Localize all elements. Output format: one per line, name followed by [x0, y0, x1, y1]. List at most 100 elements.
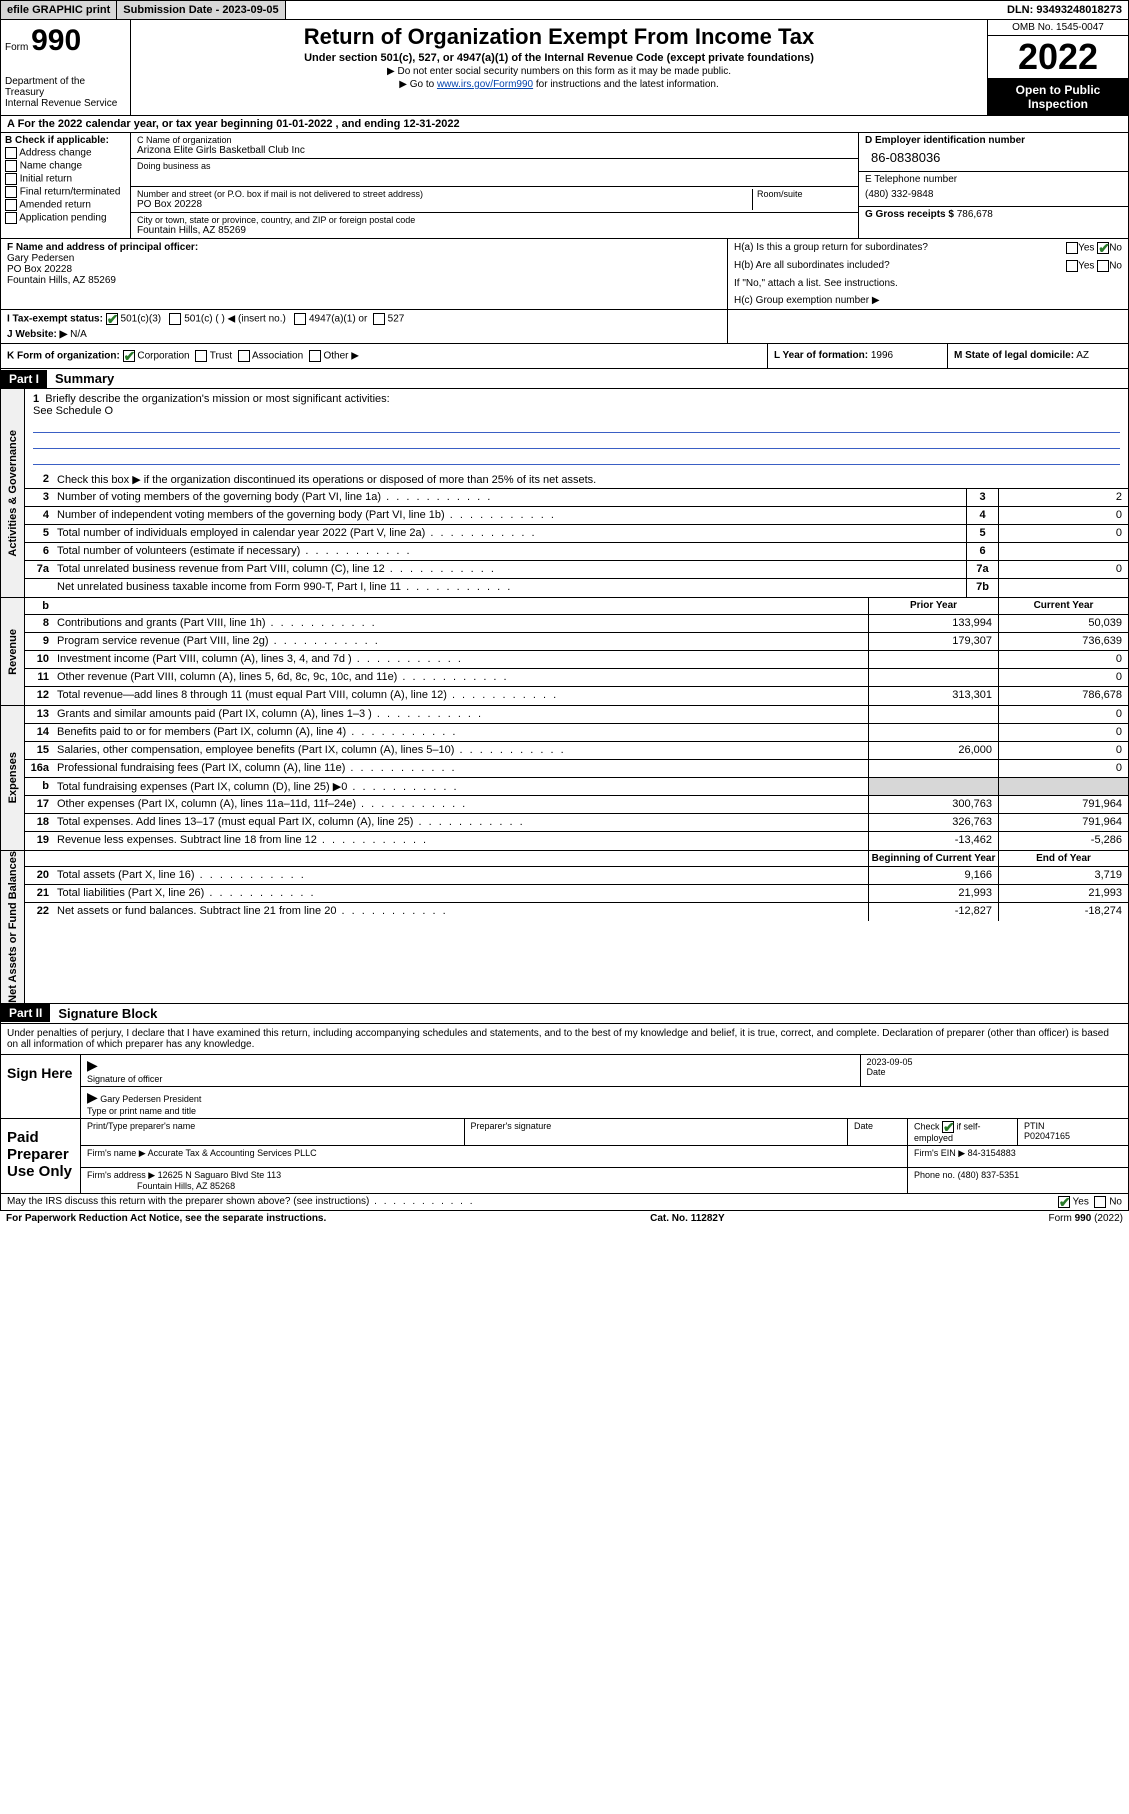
footer-row: For Paperwork Reduction Act Notice, see …	[0, 1211, 1129, 1226]
line5: Total number of individuals employed in …	[53, 525, 966, 542]
Ha-no[interactable]	[1097, 242, 1109, 254]
Ha-yes[interactable]	[1066, 242, 1078, 254]
firm-ein-label: Firm's EIN ▶	[914, 1148, 965, 1158]
org-name-label: C Name of organization	[137, 135, 852, 145]
goto-pre: ▶ Go to	[399, 79, 437, 90]
table-row: 9Program service revenue (Part VIII, lin…	[25, 633, 1128, 651]
discuss-no[interactable]	[1094, 1196, 1106, 1208]
tab-governance: Activities & Governance	[1, 389, 25, 597]
line6-val	[998, 543, 1128, 560]
line2: Check this box ▶ if the organization dis…	[53, 471, 1128, 488]
paid-preparer-block: Paid Preparer Use Only Print/Type prepar…	[0, 1119, 1129, 1194]
prep-name-label: Print/Type preparer's name	[81, 1119, 465, 1145]
dln: DLN: 93493248018273	[1001, 1, 1128, 19]
dba-label: Doing business as	[137, 161, 852, 171]
submission-date: Submission Date - 2023-09-05	[117, 1, 285, 19]
chk-501c[interactable]	[169, 313, 181, 325]
chk-final-return[interactable]	[5, 186, 17, 198]
phone-value: (480) 332-9848	[865, 185, 1122, 204]
form-subtitle-1: Under section 501(c), 527, or 4947(a)(1)…	[135, 52, 983, 64]
efile-topbar: efile GRAPHIC print Submission Date - 20…	[0, 0, 1129, 20]
firm-name: Accurate Tax & Accounting Services PLLC	[148, 1148, 317, 1158]
gross-value: 786,678	[957, 209, 993, 220]
table-row: 8Contributions and grants (Part VIII, li…	[25, 615, 1128, 633]
firm-addr1: 12625 N Saguaro Blvd Ste 113	[158, 1170, 281, 1180]
street: PO Box 20228	[137, 199, 752, 210]
chk-name-change[interactable]	[5, 160, 17, 172]
chk-4947[interactable]	[294, 313, 306, 325]
chk-501c3[interactable]	[106, 313, 118, 325]
chk-amended-return[interactable]	[5, 199, 17, 211]
L-label: L Year of formation:	[774, 350, 868, 361]
part2-title: Signature Block	[50, 1004, 165, 1023]
I-label: I Tax-exempt status:	[7, 314, 103, 325]
ein-value: 86-0838036	[865, 146, 1122, 169]
city: Fountain Hills, AZ 85269	[137, 225, 852, 236]
current-year-header: Current Year	[998, 598, 1128, 614]
form-prefix: Form	[5, 42, 28, 53]
line7a: Total unrelated business revenue from Pa…	[53, 561, 966, 578]
year-formation: 1996	[871, 350, 893, 361]
chk-initial-return[interactable]	[5, 173, 17, 185]
chk-address-change[interactable]	[5, 147, 17, 159]
table-row: 20Total assets (Part X, line 16)9,1663,7…	[25, 867, 1128, 885]
part1-title: Summary	[47, 369, 122, 388]
firm-addr-label: Firm's address ▶	[87, 1170, 155, 1180]
end-year-header: End of Year	[998, 851, 1128, 866]
table-row: 13Grants and similar amounts paid (Part …	[25, 706, 1128, 724]
Hc-label: H(c) Group exemption number ▶	[728, 292, 1128, 309]
phone-label: E Telephone number	[865, 174, 1122, 185]
chk-trust[interactable]	[195, 350, 207, 362]
street-label: Number and street (or P.O. box if mail i…	[137, 189, 752, 199]
tab-revenue: Revenue	[1, 598, 25, 705]
efile-print-button[interactable]: efile GRAPHIC print	[1, 1, 117, 19]
Hb-label: H(b) Are all subordinates included?	[734, 260, 890, 272]
cat-no: Cat. No. 11282Y	[650, 1213, 724, 1224]
chk-assoc[interactable]	[238, 350, 250, 362]
section-DEG: D Employer identification number 86-0838…	[858, 133, 1128, 238]
chk-self-employed[interactable]	[942, 1121, 954, 1133]
line4: Number of independent voting members of …	[53, 507, 966, 524]
prep-date-label: Date	[848, 1119, 908, 1145]
part2-header: Part II Signature Block	[0, 1004, 1129, 1024]
line7a-val: 0	[998, 561, 1128, 578]
table-row: 18Total expenses. Add lines 13–17 (must …	[25, 814, 1128, 832]
prep-sig-label: Preparer's signature	[465, 1119, 849, 1145]
chk-527[interactable]	[373, 313, 385, 325]
revenue-block: Revenue bPrior YearCurrent Year 8Contrib…	[0, 598, 1129, 706]
table-row: 11Other revenue (Part VIII, column (A), …	[25, 669, 1128, 687]
discuss-yes[interactable]	[1058, 1196, 1070, 1208]
state-domicile: AZ	[1076, 350, 1089, 361]
sign-here-label: Sign Here	[1, 1055, 81, 1118]
form-header: Form 990 Department of the Treasury Inte…	[0, 20, 1129, 116]
paid-label: Paid Preparer Use Only	[1, 1119, 81, 1193]
part1-header: Part I Summary	[0, 369, 1129, 389]
expenses-block: Expenses 13Grants and similar amounts pa…	[0, 706, 1129, 851]
chk-other[interactable]	[309, 350, 321, 362]
Hb-note: If "No," attach a list. See instructions…	[728, 275, 1128, 292]
Hb-no[interactable]	[1097, 260, 1109, 272]
tax-year-range: A For the 2022 calendar year, or tax yea…	[0, 116, 1129, 133]
table-row: 14Benefits paid to or for members (Part …	[25, 724, 1128, 742]
chk-app-pending[interactable]	[5, 212, 17, 224]
line7b: Net unrelated business taxable income fr…	[53, 579, 966, 597]
Hb-yes[interactable]	[1066, 260, 1078, 272]
table-row: 12Total revenue—add lines 8 through 11 (…	[25, 687, 1128, 705]
gross-label: G Gross receipts $	[865, 209, 954, 220]
irs-link[interactable]: www.irs.gov/Form990	[437, 79, 533, 90]
line6: Total number of volunteers (estimate if …	[53, 543, 966, 560]
net-assets-block: Net Assets or Fund Balances Beginning of…	[0, 851, 1129, 1004]
officer-addr2: Fountain Hills, AZ 85269	[7, 275, 116, 286]
firm-name-label: Firm's name ▶	[87, 1148, 146, 1158]
chk-corp[interactable]	[123, 350, 135, 362]
room-label: Room/suite	[752, 189, 852, 210]
klm-row: K Form of organization: Corporation Trus…	[0, 344, 1129, 369]
mission-text: See Schedule O	[33, 405, 113, 417]
website-value: N/A	[70, 329, 87, 340]
officer-name: Gary Pedersen	[7, 253, 74, 264]
ptin-value: P02047165	[1024, 1131, 1070, 1141]
line4-val: 0	[998, 507, 1128, 524]
Ha-label: H(a) Is this a group return for subordin…	[734, 242, 928, 254]
officer-label: F Name and address of principal officer:	[7, 242, 198, 253]
table-row: 22Net assets or fund balances. Subtract …	[25, 903, 1128, 921]
